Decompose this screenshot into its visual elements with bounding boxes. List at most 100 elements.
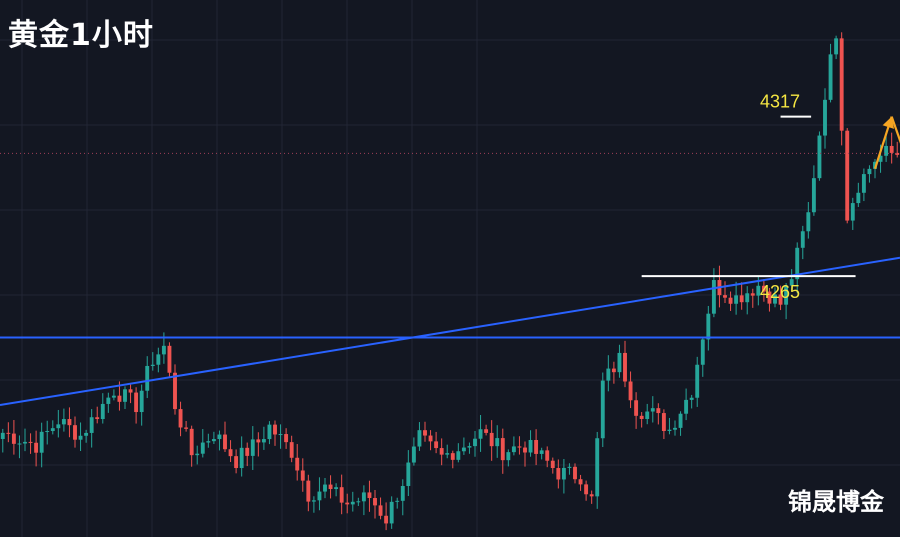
candle-body-0 [0,432,5,439]
candle-body-28 [156,354,161,365]
candle-body-31 [173,372,177,410]
candle-body-65 [361,492,366,502]
candle-body-90 [500,438,505,461]
candle-body-91 [506,452,511,461]
candle-body-104 [578,479,583,485]
candle-body-76 [423,430,427,436]
level-label-4317: 4317 [760,92,800,112]
candle-body-78 [434,441,439,449]
candle-body-14 [78,435,83,440]
candle-body-161 [895,152,900,155]
candle-body-108 [600,380,605,439]
candle-body-34 [189,428,194,456]
candle-body-18 [100,403,105,420]
candle-body-125 [695,364,700,398]
candle-body-63 [350,501,355,505]
candle-body-155 [861,174,866,193]
candle-body-121 [673,427,677,430]
candle-body-58 [323,484,327,492]
candle-body-36 [200,442,205,454]
candle-body-83 [461,447,466,452]
candle-body-66 [367,492,372,499]
candle-body-112 [623,352,627,382]
candle-body-25 [139,390,144,413]
candle-body-30 [167,345,172,373]
brand-watermark: 锦晟博金 [788,488,884,516]
candle-body-55 [306,480,311,502]
candle-body-96 [534,440,539,454]
candle-body-60 [334,487,339,490]
candle-body-102 [567,466,572,468]
candle-body-84 [467,446,472,448]
candle-body-101 [561,467,566,480]
candle-body-110 [611,368,616,373]
candle-body-54 [300,470,305,481]
candle-body-52 [289,442,294,458]
candle-body-27 [150,364,155,366]
candle-body-92 [511,446,516,453]
candle-body-126 [700,339,705,365]
candle-body-26 [145,365,150,391]
candle-body-67 [373,498,377,506]
candle-body-24 [134,392,139,413]
candle-body-37 [206,441,211,443]
candle-body-10 [56,424,61,429]
candle-body-142 [789,279,794,286]
candle-body-32 [178,409,183,428]
levels: 4317 4265 [641,92,856,302]
candle-body-141 [784,285,789,305]
candle-body-94 [523,447,527,453]
candle-body-74 [411,446,416,463]
candle-body-132 [734,295,739,304]
candle-body-85 [473,438,477,447]
candle-body-153 [850,203,855,221]
candle-body-103 [573,466,577,480]
candle-body-95 [528,440,533,453]
candle-body-68 [378,505,383,516]
candle-body-70 [389,501,394,524]
candle-body-81 [450,453,455,460]
candle-body-139 [773,294,777,304]
candle-body-117 [650,408,655,412]
candle-body-61 [339,487,344,503]
candle-body-16 [89,417,94,433]
candle-body-72 [400,485,405,501]
candle-body-1 [6,432,11,434]
candle-body-7 [39,431,44,453]
candle-body-17 [95,417,100,420]
candle-body-43 [239,447,244,469]
candle-body-23 [128,389,133,393]
candle-body-136 [756,285,761,296]
candle-body-20 [111,395,116,398]
candle-body-115 [639,415,644,419]
candle-body-19 [106,397,111,404]
candle-body-124 [689,397,694,400]
candle-body-79 [439,448,444,455]
candle-body-49 [273,424,277,435]
candle-body-140 [778,294,783,305]
candle-body-134 [745,293,750,303]
candle-body-87 [484,429,489,433]
candle-body-127 [706,313,711,340]
candle-body-159 [884,145,889,156]
candle-body-2 [11,433,16,444]
candle-body-154 [856,192,861,204]
candle-body-44 [245,447,250,456]
ascending-trendline [0,256,900,407]
candle-body-113 [628,381,633,401]
candle-body-135 [750,293,755,296]
candle-body-106 [589,494,594,497]
candle-body-82 [456,451,461,460]
level-label-4265: 4265 [760,282,800,302]
candle-body-41 [228,449,233,457]
candle-body-99 [550,460,555,469]
candle-body-69 [384,515,389,524]
candle-body-73 [406,462,411,486]
candle-body-33 [184,427,189,429]
candle-body-88 [489,432,494,447]
candle-body-86 [478,429,483,439]
candle-body-39 [217,434,222,440]
candle-body-123 [684,399,689,414]
